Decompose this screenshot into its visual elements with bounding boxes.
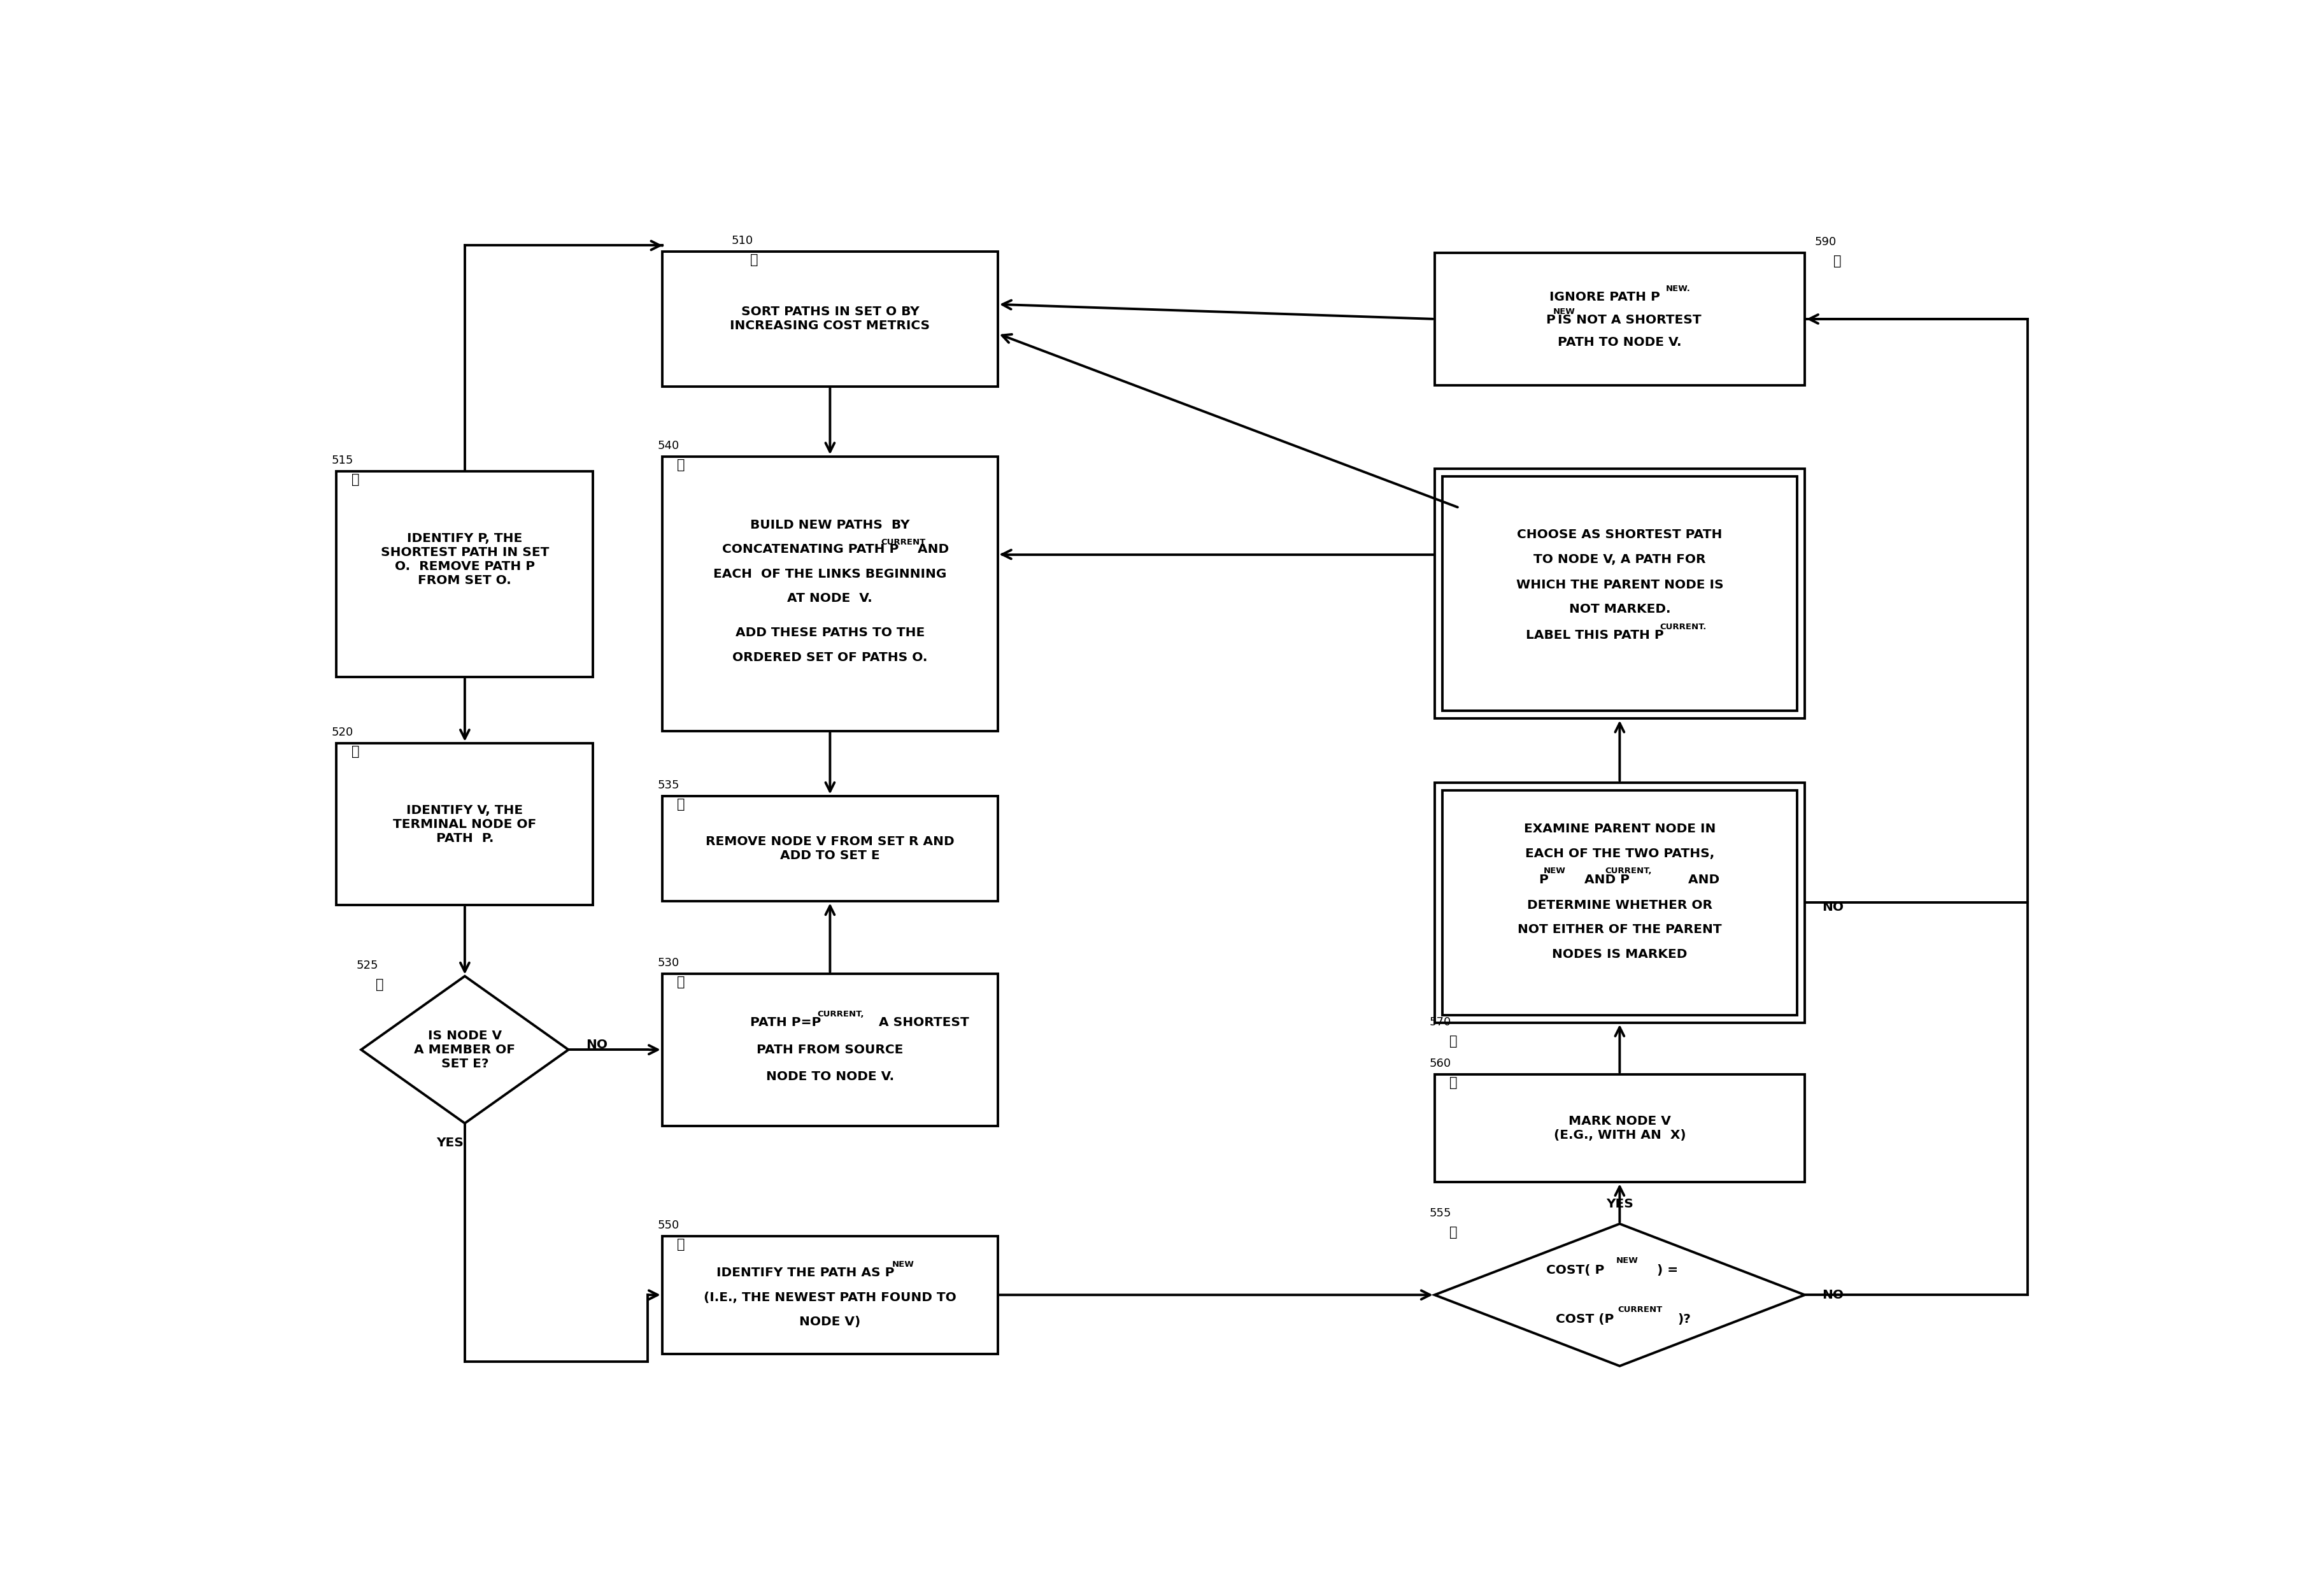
Text: P: P — [1539, 873, 1548, 886]
Bar — [662, 796, 997, 902]
Text: A SHORTEST: A SHORTEST — [875, 1017, 969, 1029]
Text: CONCATENATING PATH P: CONCATENATING PATH P — [721, 544, 898, 555]
Text: ⤶: ⤶ — [678, 458, 685, 471]
Text: CHOOSE AS SHORTEST PATH: CHOOSE AS SHORTEST PATH — [1516, 528, 1723, 541]
Text: 515: 515 — [331, 455, 354, 466]
Polygon shape — [1436, 1224, 1805, 1366]
Text: IS NOT A SHORTEST: IS NOT A SHORTEST — [1553, 314, 1702, 326]
Text: NO: NO — [1822, 1290, 1844, 1301]
Text: IGNORE PATH P: IGNORE PATH P — [1550, 290, 1661, 303]
Bar — [662, 456, 997, 731]
Text: AND P: AND P — [1580, 873, 1631, 886]
Text: ⤶: ⤶ — [351, 472, 358, 485]
Bar — [1436, 252, 1805, 385]
Text: P: P — [1546, 314, 1555, 326]
Bar — [335, 471, 593, 677]
Text: ORDERED SET OF PATHS O.: ORDERED SET OF PATHS O. — [733, 651, 928, 664]
Text: ⤶: ⤶ — [351, 745, 358, 758]
Text: YES: YES — [436, 1136, 464, 1149]
Text: PATH P=P: PATH P=P — [751, 1017, 820, 1029]
Text: PATH FROM SOURCE: PATH FROM SOURCE — [756, 1044, 903, 1057]
Text: 570: 570 — [1429, 1017, 1452, 1028]
Text: CURRENT,: CURRENT, — [1606, 867, 1652, 875]
Text: 530: 530 — [657, 958, 680, 969]
Bar — [662, 1235, 997, 1353]
Text: 520: 520 — [331, 726, 354, 739]
Text: EACH OF THE TWO PATHS,: EACH OF THE TWO PATHS, — [1525, 847, 1714, 860]
Text: IDENTIFY V, THE
TERMINAL NODE OF
PATH  P.: IDENTIFY V, THE TERMINAL NODE OF PATH P. — [393, 804, 537, 844]
Bar — [1436, 469, 1805, 718]
Text: 535: 535 — [657, 779, 680, 792]
Text: ⤶: ⤶ — [678, 798, 685, 811]
Text: NOT EITHER OF THE PARENT: NOT EITHER OF THE PARENT — [1518, 924, 1723, 935]
Text: CURRENT.: CURRENT. — [1658, 622, 1707, 630]
Text: CURRENT: CURRENT — [1617, 1306, 1663, 1314]
Bar — [1436, 782, 1805, 1023]
Text: ⤶: ⤶ — [377, 978, 384, 991]
Text: WHICH THE PARENT NODE IS: WHICH THE PARENT NODE IS — [1516, 579, 1723, 591]
Text: AT NODE  V.: AT NODE V. — [788, 592, 873, 605]
Text: (I.E., THE NEWEST PATH FOUND TO: (I.E., THE NEWEST PATH FOUND TO — [703, 1291, 956, 1304]
Text: )?: )? — [1677, 1314, 1691, 1325]
Bar — [662, 252, 997, 386]
Text: MARK NODE V
(E.G., WITH AN  X): MARK NODE V (E.G., WITH AN X) — [1553, 1116, 1686, 1141]
Text: 550: 550 — [657, 1219, 680, 1231]
Polygon shape — [361, 977, 567, 1124]
Text: IS NODE V
A MEMBER OF
SET E?: IS NODE V A MEMBER OF SET E? — [413, 1029, 515, 1069]
Text: ⤶: ⤶ — [1449, 1034, 1456, 1047]
Bar — [1436, 1074, 1805, 1183]
Text: AND: AND — [914, 544, 949, 555]
Text: COST( P: COST( P — [1546, 1264, 1603, 1277]
Text: NODE V): NODE V) — [799, 1315, 861, 1328]
Text: ) =: ) = — [1656, 1264, 1677, 1277]
Text: EACH  OF THE LINKS BEGINNING: EACH OF THE LINKS BEGINNING — [714, 568, 946, 579]
Text: ⤶: ⤶ — [1833, 255, 1842, 268]
Text: CURRENT,: CURRENT, — [818, 1010, 864, 1018]
Text: NODES IS MARKED: NODES IS MARKED — [1553, 948, 1688, 961]
Text: ADD THESE PATHS TO THE: ADD THESE PATHS TO THE — [735, 627, 926, 638]
Text: 555: 555 — [1429, 1208, 1452, 1219]
Text: 540: 540 — [657, 440, 680, 452]
Text: AND: AND — [1684, 873, 1720, 886]
Text: YES: YES — [1606, 1199, 1633, 1210]
Text: ⤶: ⤶ — [751, 254, 758, 267]
Bar — [662, 974, 997, 1125]
Bar — [1443, 790, 1796, 1015]
Text: 590: 590 — [1815, 236, 1835, 247]
Text: 560: 560 — [1429, 1058, 1452, 1069]
Bar — [335, 744, 593, 905]
Text: NO: NO — [586, 1039, 606, 1050]
Text: ⤶: ⤶ — [678, 1238, 685, 1251]
Text: IDENTIFY THE PATH AS P: IDENTIFY THE PATH AS P — [717, 1267, 894, 1278]
Text: PATH TO NODE V.: PATH TO NODE V. — [1557, 337, 1681, 348]
Text: NOT MARKED.: NOT MARKED. — [1569, 603, 1670, 616]
Text: SORT PATHS IN SET O BY
INCREASING COST METRICS: SORT PATHS IN SET O BY INCREASING COST M… — [730, 306, 930, 332]
Text: TO NODE V, A PATH FOR: TO NODE V, A PATH FOR — [1534, 554, 1707, 565]
Text: 525: 525 — [356, 959, 379, 972]
Text: CURRENT: CURRENT — [880, 538, 926, 546]
Text: NEW.: NEW. — [1665, 284, 1691, 292]
Text: ⤶: ⤶ — [678, 975, 685, 988]
Text: COST (P: COST (P — [1555, 1314, 1615, 1325]
Text: 510: 510 — [730, 235, 753, 247]
Text: NEW: NEW — [1553, 308, 1576, 316]
Text: IDENTIFY P, THE
SHORTEST PATH IN SET
O.  REMOVE PATH P
FROM SET O.: IDENTIFY P, THE SHORTEST PATH IN SET O. … — [381, 531, 549, 586]
Text: LABEL THIS PATH P: LABEL THIS PATH P — [1525, 629, 1663, 642]
Text: NO: NO — [1822, 902, 1844, 913]
Text: REMOVE NODE V FROM SET R AND
ADD TO SET E: REMOVE NODE V FROM SET R AND ADD TO SET … — [705, 836, 953, 862]
Text: NEW: NEW — [891, 1261, 914, 1269]
Text: BUILD NEW PATHS  BY: BUILD NEW PATHS BY — [751, 519, 910, 531]
Text: EXAMINE PARENT NODE IN: EXAMINE PARENT NODE IN — [1523, 824, 1716, 835]
Text: NEW: NEW — [1617, 1256, 1638, 1264]
Bar — [1443, 477, 1796, 710]
Text: ⤶: ⤶ — [1449, 1076, 1456, 1088]
Text: ⤶: ⤶ — [1449, 1226, 1456, 1238]
Text: NEW: NEW — [1544, 867, 1567, 875]
Text: DETERMINE WHETHER OR: DETERMINE WHETHER OR — [1528, 899, 1711, 911]
Text: NODE TO NODE V.: NODE TO NODE V. — [765, 1071, 894, 1082]
